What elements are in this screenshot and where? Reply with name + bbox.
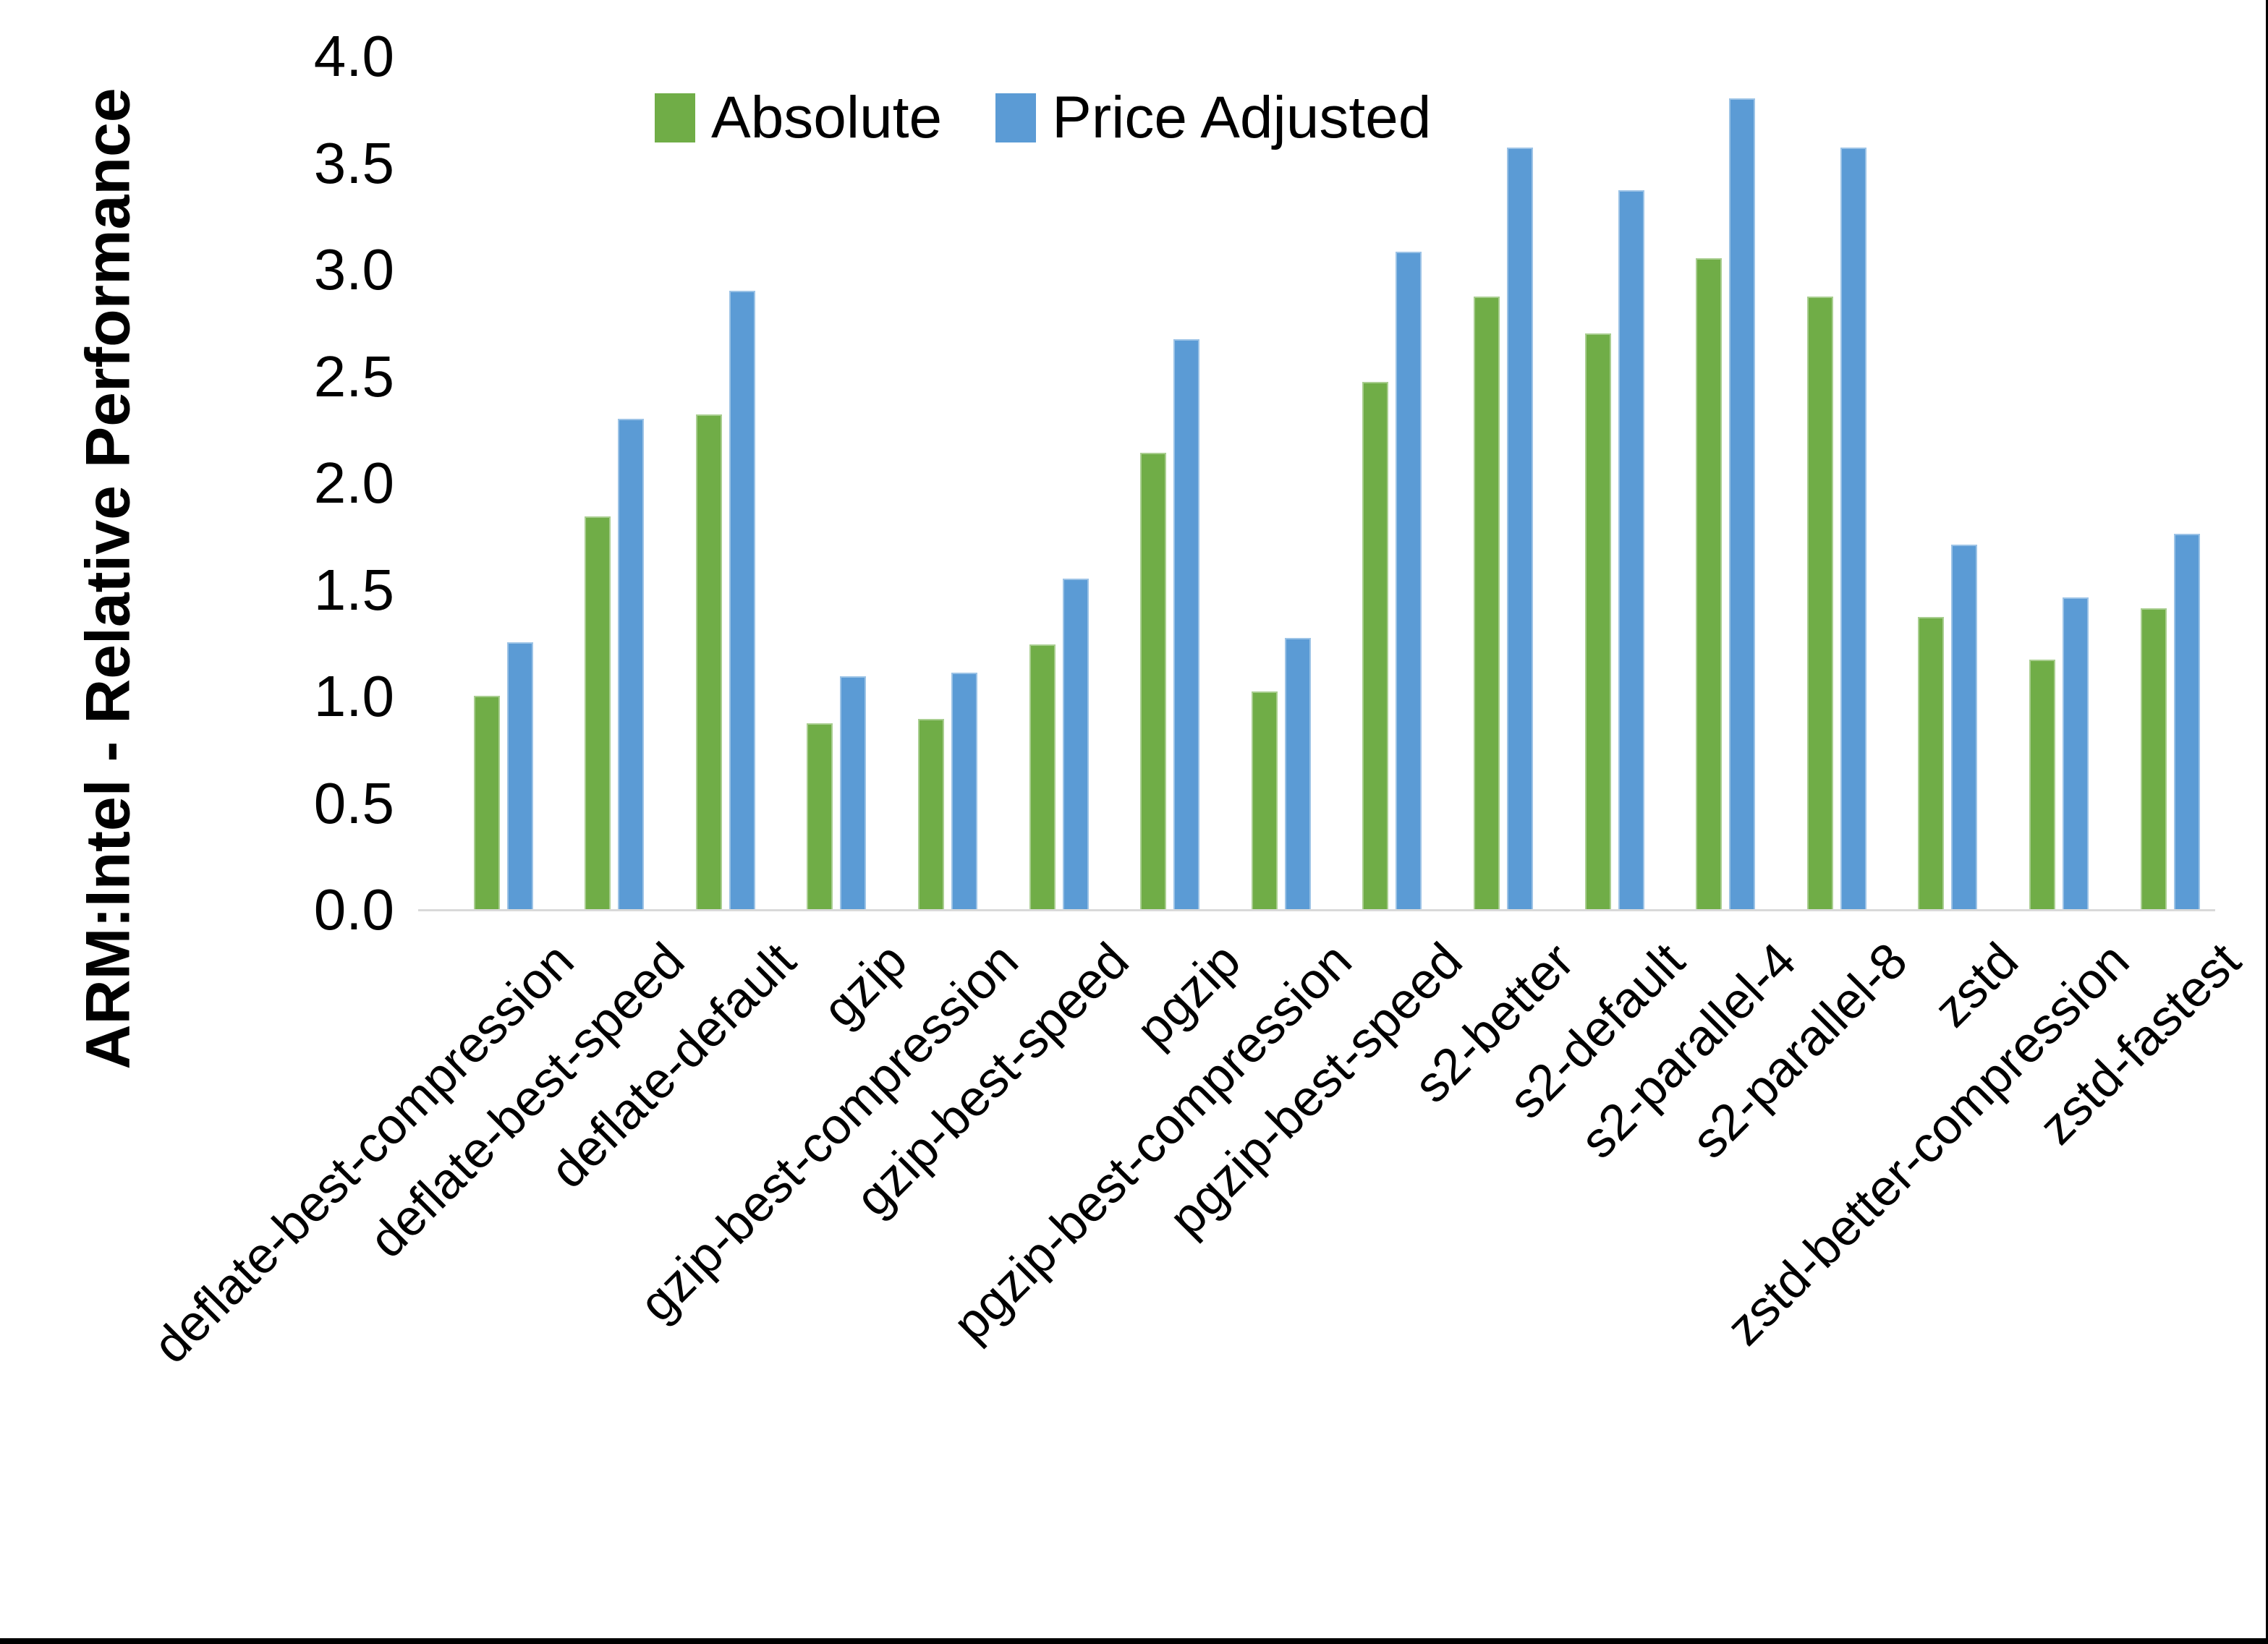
y-tick-label-4.0: 4.0 — [313, 24, 394, 88]
y-tick-label-3.5: 3.5 — [313, 130, 394, 195]
y-tick-label-0.5: 0.5 — [313, 770, 394, 835]
bar-absolute-s2-default — [1584, 333, 1611, 909]
bar-price-adjusted-pgzip-best-speed — [1396, 252, 1422, 909]
y-tick-label-1.5: 1.5 — [313, 557, 394, 622]
legend: Absolute Price Adjusted — [655, 88, 1431, 148]
legend-label-absolute: Absolute — [711, 85, 943, 150]
y-tick-label-1.0: 1.0 — [313, 664, 394, 728]
bar-absolute-pgzip — [1140, 452, 1167, 909]
bar-price-adjusted-s2-default — [1618, 189, 1644, 909]
bar-price-adjusted-zstd-fastest — [2173, 533, 2200, 909]
bar-absolute-s2-better — [1473, 297, 1500, 909]
y-axis-title: ARM:Intel - Relative Performance — [73, 88, 143, 1070]
bar-absolute-zstd — [1918, 616, 1945, 909]
bar-price-adjusted-gzip-best-compression — [951, 672, 977, 909]
bar-price-adjusted-s2-parallel-4 — [1729, 98, 1756, 909]
legend-label-price-adjusted: Price Adjusted — [1052, 85, 1432, 150]
legend-item-absolute: Absolute — [655, 88, 942, 148]
y-tick-label-3.0: 3.0 — [313, 237, 394, 302]
bar-absolute-zstd-better-compression — [2029, 659, 2055, 909]
legend-item-price-adjusted: Price Adjusted — [995, 88, 1431, 148]
bar-absolute-pgzip-best-speed — [1362, 382, 1389, 909]
bottom-border — [0, 1638, 2268, 1644]
bar-price-adjusted-zstd — [1951, 544, 1978, 909]
bar-price-adjusted-deflate-best-compression — [506, 642, 533, 909]
bar-price-adjusted-s2-parallel-8 — [1840, 147, 1866, 909]
bar-absolute-deflate-best-compression — [473, 696, 500, 909]
bar-absolute-pgzip-best-compression — [1251, 691, 1278, 909]
bar-absolute-s2-parallel-8 — [1806, 297, 1833, 909]
bar-price-adjusted-gzip — [840, 676, 867, 909]
right-border — [2266, 0, 2268, 1644]
bar-price-adjusted-pgzip-best-compression — [1284, 638, 1311, 909]
x-axis-label-deflate-best-compression: deflate-best-compression — [142, 932, 585, 1374]
bar-absolute-gzip — [807, 723, 833, 909]
bar-absolute-deflate-best-speed — [585, 516, 611, 909]
bar-price-adjusted-pgzip — [1173, 339, 1200, 909]
x-axis-line — [418, 909, 2215, 911]
bar-absolute-gzip-best-compression — [917, 719, 944, 909]
bar-absolute-zstd-fastest — [2140, 608, 2167, 909]
bar-absolute-gzip-best-speed — [1029, 644, 1056, 909]
bar-absolute-deflate-default — [695, 414, 722, 909]
y-tick-label-0.0: 0.0 — [313, 877, 394, 942]
y-tick-label-2.5: 2.5 — [313, 344, 394, 409]
legend-swatch-price-adjusted — [995, 93, 1037, 142]
legend-swatch-absolute — [655, 93, 695, 142]
y-tick-label-2.0: 2.0 — [313, 451, 394, 515]
bar-price-adjusted-deflate-best-speed — [618, 418, 645, 909]
bar-price-adjusted-s2-better — [1506, 147, 1533, 909]
bar-price-adjusted-zstd-better-compression — [2062, 597, 2089, 909]
bar-absolute-s2-parallel-4 — [1696, 258, 1723, 909]
bar-price-adjusted-gzip-best-speed — [1062, 578, 1089, 909]
bar-price-adjusted-deflate-default — [729, 290, 755, 909]
